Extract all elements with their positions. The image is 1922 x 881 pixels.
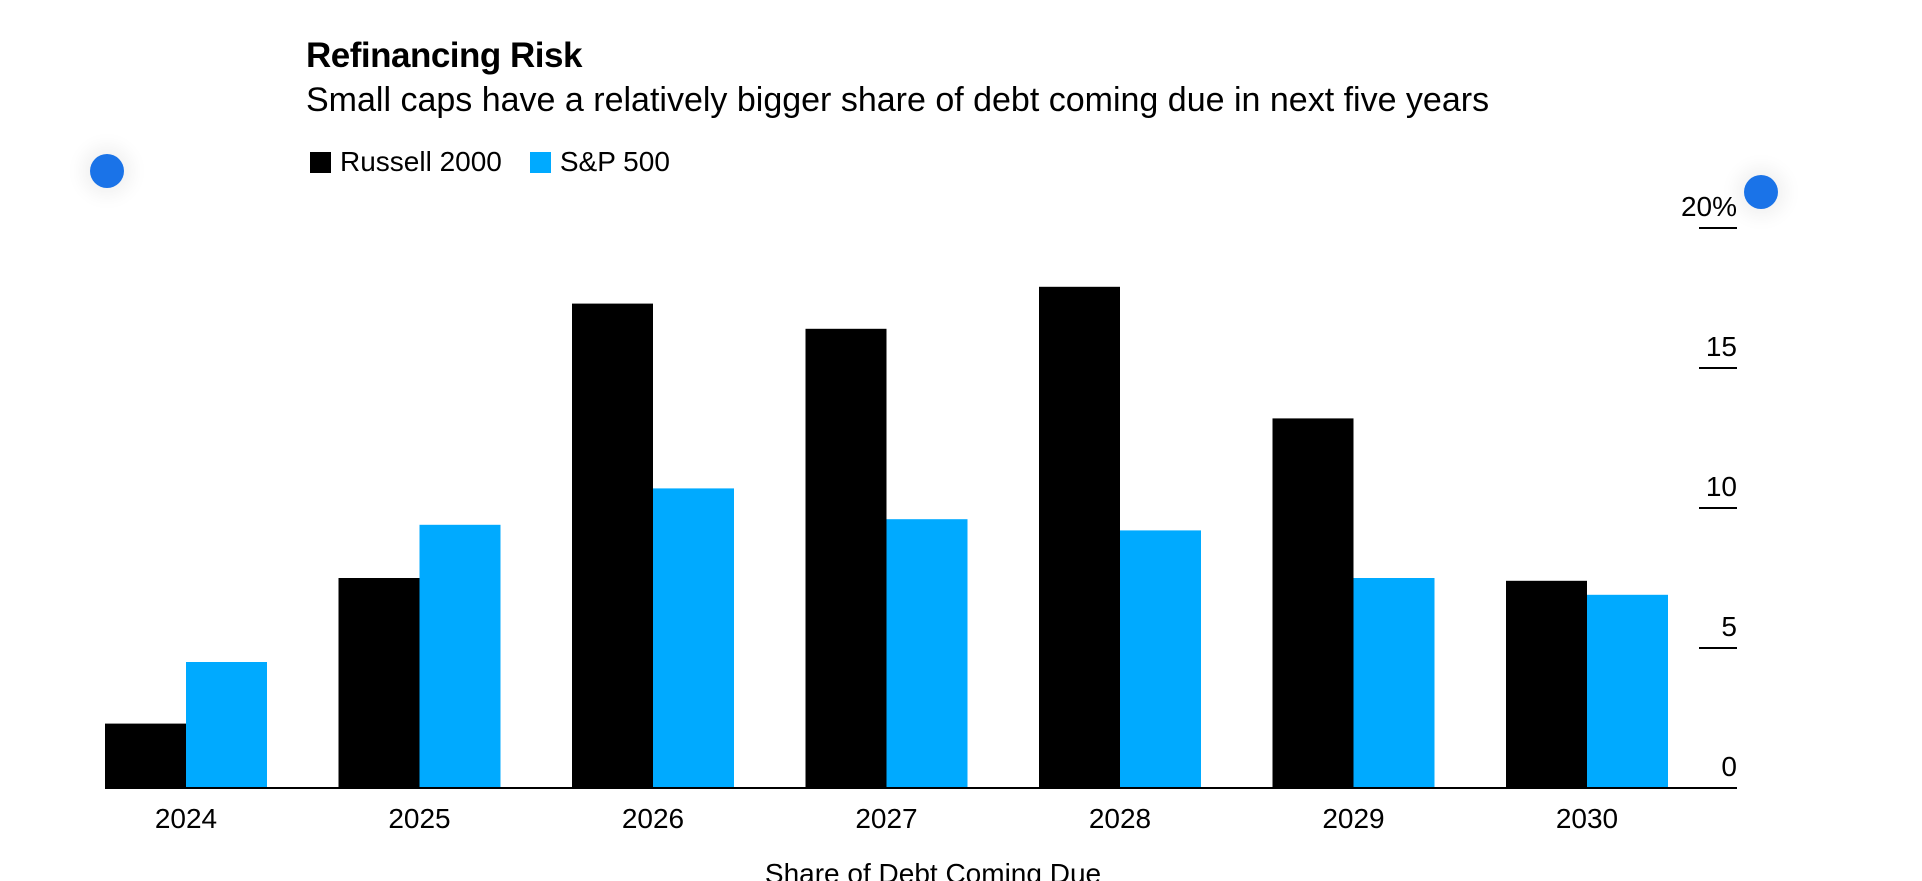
bar-russell-2000-2026	[572, 303, 653, 788]
x-tick-label-2029: 2029	[1322, 803, 1384, 834]
y-tick-label-15: 15	[1706, 331, 1737, 362]
bar-s-p-500-2025	[419, 524, 501, 788]
x-tick-label-2028: 2028	[1089, 803, 1151, 834]
x-tick-label-2024: 2024	[155, 803, 217, 834]
y-tick-label-0: 0	[1721, 751, 1737, 782]
x-tick-label-2027: 2027	[855, 803, 917, 834]
bar-russell-2000-2024	[105, 723, 186, 788]
left-drag-handle-icon[interactable]	[90, 154, 124, 188]
bar-russell-2000-2025	[338, 578, 420, 788]
bar-russell-2000-2030	[1506, 580, 1587, 788]
legend-label-sp-500: S&P 500	[559, 146, 670, 177]
chart-subtitle: Small caps have a relatively bigger shar…	[306, 81, 1490, 119]
legend-swatch-russell-2000	[310, 151, 331, 173]
bar-russell-2000-2028	[1039, 286, 1120, 788]
bar-s-p-500-2024	[186, 662, 267, 788]
right-drag-handle-icon[interactable]	[1744, 175, 1778, 209]
bar-s-p-500-2027	[886, 519, 968, 788]
x-axis-title: Share of Debt Coming Due	[765, 858, 1101, 881]
bar-russell-2000-2027	[805, 328, 887, 788]
legend: Russell 2000 S&P 500	[310, 146, 698, 178]
y-axis: 0 5 10 15 20%	[1681, 191, 1737, 782]
x-tick-label-2026: 2026	[622, 803, 684, 834]
legend-label-russell-2000: Russell 2000	[340, 146, 502, 177]
x-tick-label-2030: 2030	[1556, 803, 1618, 834]
x-tick-label-2025: 2025	[388, 803, 450, 834]
legend-item-russell-2000: Russell 2000	[310, 146, 502, 178]
y-tick-label-10: 10	[1706, 471, 1737, 502]
y-tick-label-20: 20%	[1681, 191, 1737, 222]
bar-russell-2000-2029	[1272, 418, 1354, 788]
y-tick-label-5: 5	[1721, 611, 1737, 642]
legend-swatch-sp-500	[529, 151, 551, 173]
bar-s-p-500-2029	[1353, 578, 1435, 788]
bars-layer	[105, 286, 1668, 788]
chart-title: Refinancing Risk	[306, 36, 582, 75]
bar-s-p-500-2030	[1587, 594, 1668, 788]
bar-s-p-500-2026	[653, 488, 734, 788]
bar-s-p-500-2028	[1120, 530, 1201, 788]
legend-item-sp-500: S&P 500	[529, 146, 670, 178]
x-axis: 2024 2025 2026 2027 2028 2029 2030	[105, 787, 1737, 834]
